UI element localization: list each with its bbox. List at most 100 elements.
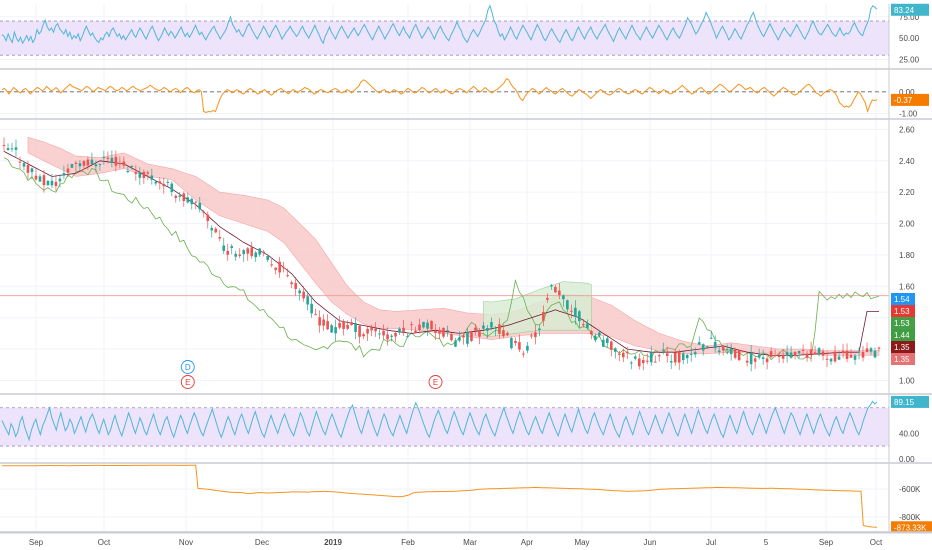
event-marker[interactable] <box>180 375 195 389</box>
candle-body <box>474 327 477 331</box>
candle-body <box>518 342 521 350</box>
candle-body <box>142 171 146 179</box>
candle-body <box>186 197 190 203</box>
candle-body <box>94 164 98 167</box>
candle-body <box>330 325 333 333</box>
candle-body <box>438 330 441 334</box>
candle-body <box>733 349 737 358</box>
y-tick-label: -800K <box>899 513 921 522</box>
candle-body <box>266 256 269 260</box>
candle-body <box>410 324 413 326</box>
candle-body <box>170 183 174 192</box>
candle-body <box>30 168 34 173</box>
y-tick-label: -600K <box>899 485 921 494</box>
last-value-badge <box>891 395 929 408</box>
time-axis-label: Mar <box>463 538 477 547</box>
candle-body <box>326 321 329 330</box>
candle-body <box>122 161 126 166</box>
candle-body <box>270 264 273 266</box>
candle-body <box>414 330 417 334</box>
y-tick-label: 2.20 <box>899 188 915 197</box>
candle-body <box>582 324 585 326</box>
candle-body <box>681 353 685 361</box>
candle-body <box>222 245 226 251</box>
candle-body <box>617 353 621 355</box>
candle-body <box>801 349 805 351</box>
candle-body <box>797 350 801 354</box>
y-tick-label: 50.00 <box>899 34 920 43</box>
candle-body <box>490 321 493 328</box>
y-tick-label: 1.80 <box>899 251 915 260</box>
candle-body <box>214 228 218 233</box>
last-value-badge <box>891 3 929 16</box>
candle-body <box>873 350 877 358</box>
y-tick-label: 40.00 <box>899 429 920 438</box>
candle-body <box>402 327 405 332</box>
candle-body <box>302 291 305 299</box>
candle-body <box>813 352 817 355</box>
event-marker[interactable] <box>180 360 195 374</box>
candle-body <box>554 286 557 293</box>
candle-body <box>350 322 353 325</box>
y-tick-label: 0.00 <box>899 455 915 464</box>
last-value-badge <box>891 93 929 106</box>
y-tick-label: 1.00 <box>899 376 915 385</box>
candle-body <box>741 351 745 353</box>
candle-body <box>66 168 70 173</box>
time-axis-label: May <box>574 538 589 547</box>
candle-body <box>254 252 258 258</box>
candle-body <box>358 325 361 337</box>
candle-body <box>38 176 42 182</box>
candle-body <box>566 300 569 310</box>
candle-body <box>849 355 853 358</box>
last-value-label: -873.33K <box>894 523 927 532</box>
candle-body <box>570 310 573 312</box>
candle-body <box>458 337 461 341</box>
candle-body <box>841 350 845 354</box>
pane-borders <box>0 4 932 534</box>
candle-body <box>382 330 385 336</box>
y-tick-label: -1.00 <box>899 110 918 119</box>
candle-body <box>346 324 349 329</box>
candle-body <box>641 359 645 364</box>
candle-body <box>550 285 553 287</box>
time-axis-label: Jul <box>706 538 716 547</box>
candle-body <box>701 344 705 351</box>
candle-body <box>821 351 825 356</box>
last-value-label: -0.37 <box>894 96 913 105</box>
candle-body <box>342 321 345 329</box>
time-axis-label: Oct <box>870 538 883 547</box>
last-value-label: 83.24 <box>894 6 915 15</box>
candle-body <box>877 347 881 349</box>
candle-body <box>322 319 325 326</box>
candle-body <box>62 173 66 176</box>
y-tick-label: 1.60 <box>899 282 915 291</box>
time-axis-label: Oct <box>98 538 111 547</box>
time-axis-label: Apr <box>521 538 534 547</box>
candle-body <box>310 303 313 314</box>
candle-body <box>853 355 857 360</box>
price-tag <box>891 317 915 329</box>
candle-body <box>338 322 341 328</box>
candle-body <box>194 201 198 203</box>
candle-body <box>134 171 138 174</box>
candle-body <box>2 144 6 146</box>
event-marker[interactable] <box>428 375 443 389</box>
candle-body <box>10 148 14 150</box>
y-tick-label: 75.00 <box>899 13 920 22</box>
price-tag <box>891 305 915 317</box>
y-tick-label: 25.00 <box>899 55 920 64</box>
candle-body <box>394 332 397 337</box>
time-axis-label: Nov <box>179 538 193 547</box>
candle-body <box>290 282 293 285</box>
candle-body <box>106 157 110 160</box>
series-line <box>1 4 878 45</box>
candle-body <box>769 351 773 358</box>
candle-body <box>625 351 629 354</box>
candle-body <box>118 162 122 165</box>
time-axis-label: Jun <box>644 538 657 547</box>
candle-body <box>614 348 617 352</box>
candle-body <box>102 157 106 159</box>
rsi-band <box>0 21 889 56</box>
